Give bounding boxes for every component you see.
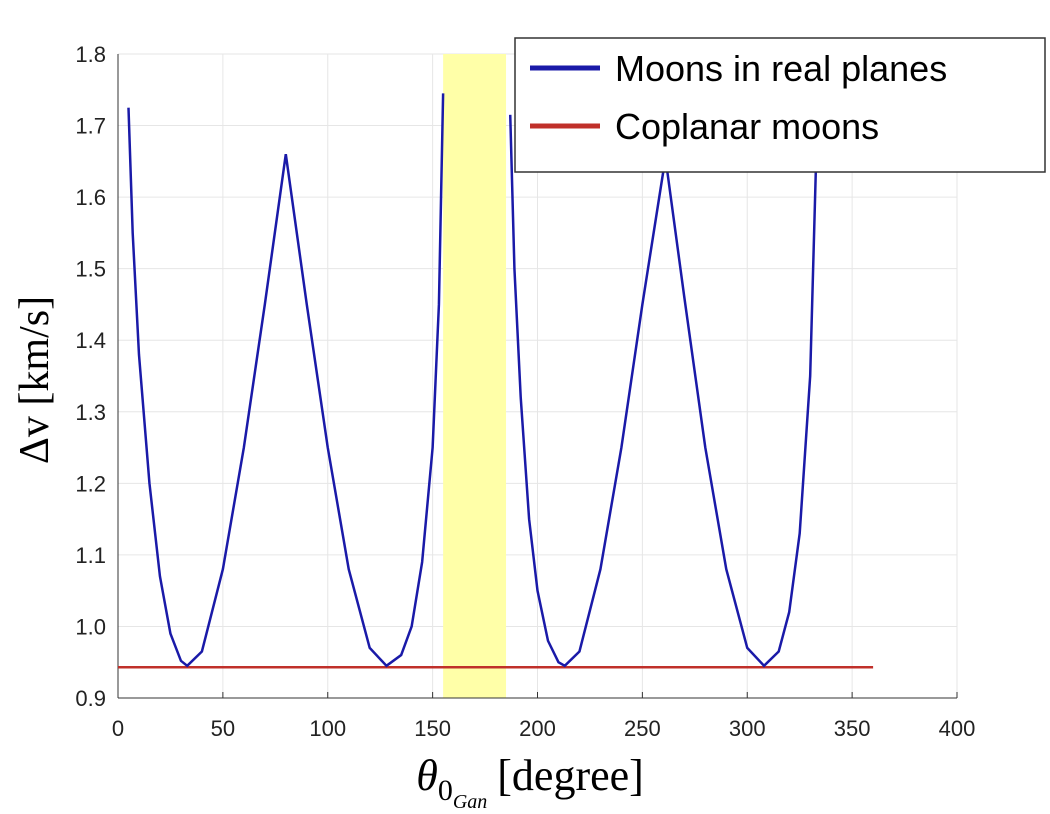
y-tick-label: 1.6 xyxy=(75,185,106,210)
y-tick-label: 1.1 xyxy=(75,543,106,568)
x-tick-label: 150 xyxy=(414,716,451,741)
x-tick-label: 100 xyxy=(309,716,346,741)
y-tick-label: 1.8 xyxy=(75,42,106,67)
x-label-unit: [degree] xyxy=(497,751,644,800)
y-tick-label: 1.0 xyxy=(75,614,106,639)
y-axis-label: Δv [km/s] xyxy=(12,296,58,464)
x-tick-label: 250 xyxy=(624,716,661,741)
y-tick-label: 1.3 xyxy=(75,400,106,425)
x-label-symbol: θ xyxy=(416,751,438,800)
legend-box xyxy=(514,37,1046,173)
highlight-band xyxy=(443,54,507,698)
x-axis-label: θ0Gan [degree] xyxy=(416,751,644,813)
y-tick-label: 0.9 xyxy=(75,686,106,711)
x-tick-label: 400 xyxy=(939,716,976,741)
y-tick-label: 1.7 xyxy=(75,114,106,139)
x-tick-label: 350 xyxy=(834,716,871,741)
x-label-sub: 0 xyxy=(438,774,453,807)
y-tick-label: 1.2 xyxy=(75,471,106,496)
legend-label: Coplanar moons xyxy=(615,106,879,147)
series-line xyxy=(127,93,818,668)
x-tick-label: 200 xyxy=(519,716,556,741)
legend-label: Moons in real planes xyxy=(615,48,947,89)
y-tick-label: 1.4 xyxy=(75,328,106,353)
x-tick-label: 300 xyxy=(729,716,766,741)
x-tick-label: 0 xyxy=(112,716,124,741)
x-label-subsub: Gan xyxy=(453,791,487,813)
x-tick-label: 50 xyxy=(211,716,235,741)
y-tick-label: 1.5 xyxy=(75,257,106,282)
